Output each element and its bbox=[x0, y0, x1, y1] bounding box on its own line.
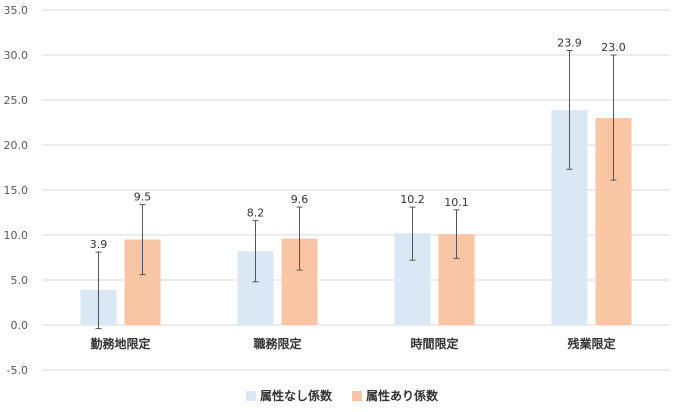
y-tick-label: -5.0 bbox=[7, 364, 28, 377]
y-tick-label: 35.0 bbox=[4, 4, 29, 17]
y-tick-label: 15.0 bbox=[4, 184, 29, 197]
legend-swatch bbox=[246, 391, 256, 401]
y-axis-ticks: -5.0 0.0 5.0 10.0 15.0 20.0 25.0 30.0 35.0 bbox=[4, 4, 29, 377]
legend-label: 属性あり係数 bbox=[366, 388, 439, 403]
legend-swatch bbox=[352, 391, 362, 401]
data-label: 23.0 bbox=[601, 41, 626, 54]
data-label: 9.6 bbox=[291, 193, 309, 206]
data-label: 9.5 bbox=[134, 190, 152, 203]
y-tick-label: 25.0 bbox=[4, 94, 29, 107]
bars bbox=[80, 109, 632, 326]
legend-label: 属性なし係数 bbox=[260, 388, 333, 403]
data-labels: 3.9 9.5 8.2 9.6 10.2 10.1 23.9 23.0 bbox=[90, 37, 626, 252]
data-label: 3.9 bbox=[90, 238, 108, 251]
data-label: 10.1 bbox=[444, 196, 469, 209]
legend: 属性なし係数 属性あり係数 bbox=[246, 388, 439, 403]
data-label: 23.9 bbox=[557, 37, 582, 50]
x-category-label: 勤務地限定 bbox=[90, 336, 150, 351]
x-category-label: 職務限定 bbox=[253, 336, 301, 351]
y-tick-label: 10.0 bbox=[4, 229, 29, 242]
y-tick-label: 30.0 bbox=[4, 49, 29, 62]
data-label: 8.2 bbox=[247, 207, 265, 220]
y-tick-label: 5.0 bbox=[11, 274, 29, 287]
data-label: 10.2 bbox=[400, 193, 425, 206]
error-bars bbox=[95, 50, 617, 330]
x-axis-categories: 勤務地限定 職務限定 時間限定 残業限定 bbox=[90, 336, 615, 351]
y-tick-label: 20.0 bbox=[4, 139, 29, 152]
x-category-label: 時間限定 bbox=[410, 336, 458, 351]
y-tick-label: 0.0 bbox=[11, 319, 29, 332]
x-category-label: 残業限定 bbox=[567, 336, 615, 351]
